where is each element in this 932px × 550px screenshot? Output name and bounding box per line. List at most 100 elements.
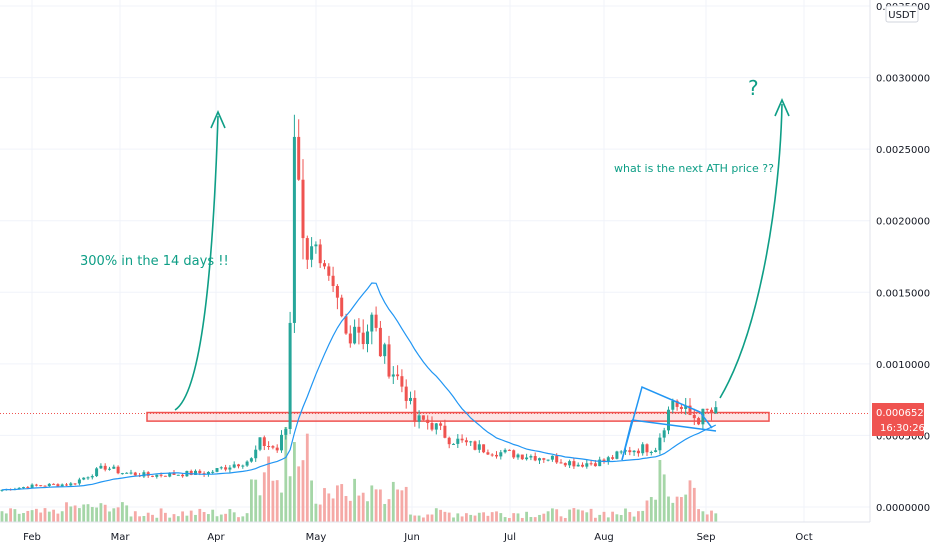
candle-body [39,485,43,487]
volume-bar [379,489,382,522]
candle-body [129,472,133,474]
candle-body [271,446,275,448]
price-tick-label: 0.0025000 [876,145,930,156]
volume-bar [129,516,133,522]
currency-badge[interactable] [885,5,919,23]
annotation-question-mark: ? [748,76,759,100]
candle-body [348,333,352,344]
moving-average-line [1,282,717,491]
volume-bar [69,506,73,522]
volume-bar [697,509,700,522]
candle-body [636,450,640,454]
volume-bar [366,501,369,522]
candle-body [103,465,107,470]
volume-bar [142,515,146,522]
volume-bar [443,511,447,522]
candle-body [387,344,391,377]
volume-bar [434,508,438,522]
candle-body [172,472,176,475]
volume-bar [254,479,258,522]
volume-bar [275,480,279,522]
volume-bar [370,485,374,522]
price-tick-label: 0.0015000 [876,288,930,299]
volume-bar [232,512,236,522]
candle-body [512,450,516,458]
ma-line [1,282,717,491]
volume-bar [168,517,172,522]
support-zone [0,411,870,422]
candle-body [400,376,404,387]
candle-body [120,473,124,475]
candle-body [572,461,576,467]
volume-bar [22,513,25,522]
volume-bar [619,515,623,522]
candle-body [314,244,318,247]
volume-bar [13,509,17,522]
volume-bar [667,496,670,522]
candle-body [301,179,305,239]
pennant-lower-line [631,419,717,432]
volume-bar [486,515,490,522]
volume-bar [151,514,154,522]
candle-body [654,450,658,452]
time-tick-label: Oct [795,532,812,543]
candle-body [507,449,511,451]
candle-body [615,451,619,459]
volume-bar [606,517,610,522]
volume-bar [121,502,124,522]
candle-body [645,444,649,453]
candle-body [52,483,56,485]
volume-bar [409,514,412,522]
volume-bar [671,502,675,522]
volume-bar [404,486,408,522]
volume-bar [417,515,421,522]
candle-body [366,331,369,345]
volume-bar [245,513,249,522]
candle-body [585,463,589,467]
volume-bar [60,511,64,522]
volume-bar [465,513,468,522]
volume-bar [17,513,21,522]
volume-bar [340,484,344,522]
volume-bar [125,505,129,522]
candle-body [473,441,477,450]
chart-grid [0,0,870,522]
volume-bar [516,513,520,522]
volume-bar [297,466,301,522]
volume-bar [26,510,30,522]
bar-countdown: 16:30:26 [880,423,925,434]
pennant-pole [621,419,633,461]
volume-bar [602,511,606,522]
volume-bar [288,476,292,522]
volume-bar [460,516,464,522]
candle-body [56,484,60,487]
candle-body [628,450,632,453]
candle-body [241,465,245,467]
annotation-pump-text: 300% in the 14 days !! [80,254,229,269]
candle-body [0,489,4,491]
volume-bar [413,515,417,522]
candle-body [542,458,546,460]
candle-body [310,246,314,260]
candle-body [77,479,81,484]
volume-bar [9,508,12,522]
volume-bar [714,513,718,522]
volume-bar [374,489,378,522]
volume-bar [546,511,550,522]
candle-body [546,459,550,461]
candle-body [589,463,593,465]
candle-body [254,449,258,459]
candle-body [258,437,262,450]
volume-bar [43,508,47,522]
volume-bar [594,517,597,522]
volume-bar [305,433,309,522]
time-tick-label: Feb [23,532,41,543]
time-axis[interactable]: Feb Mar Apr May Jun Jul Aug Sep Oct [23,532,813,543]
volume-bar [267,456,270,522]
candle-body [413,397,417,422]
volume-bar [181,511,184,522]
volume-bar [637,511,640,522]
time-tick-label: Sep [697,532,716,543]
candle-body [262,437,266,447]
